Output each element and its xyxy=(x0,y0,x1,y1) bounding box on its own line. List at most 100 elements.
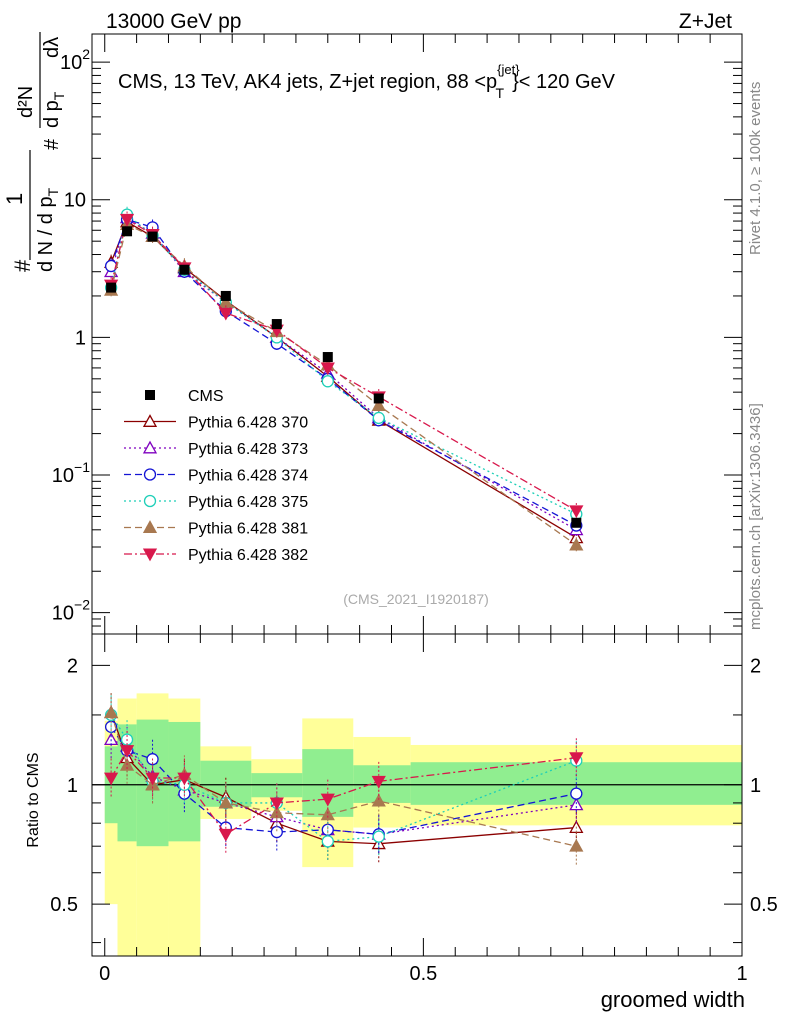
legend-label: Pythia 6.428 373 xyxy=(188,441,308,458)
ylabel-d2n: d²N xyxy=(15,86,37,118)
cms-data-point xyxy=(179,264,190,275)
legend-item: Pythia 6.428 381 xyxy=(124,520,308,538)
ytick-label: 102 xyxy=(60,46,90,74)
series-line xyxy=(110,213,577,515)
ratio-point xyxy=(119,745,135,758)
series-line xyxy=(110,216,577,531)
main-y-label: # 1 d N / d pT # d²N d pT dλ xyxy=(2,32,67,272)
ylabel-den-sub: T xyxy=(45,187,61,196)
ylabel-dpt: d pT xyxy=(41,91,67,128)
ratio-point xyxy=(372,830,385,843)
main-y-ticks: 10−2 10−1 1 10 102 xyxy=(52,46,742,627)
ratio-band-green xyxy=(353,765,411,803)
series-point xyxy=(321,375,334,388)
cms-data-point xyxy=(322,352,333,363)
legend-marker xyxy=(142,440,158,454)
ratio-point xyxy=(104,772,119,786)
ratio-ytick-label: 0.5 xyxy=(50,894,78,916)
ratio-point xyxy=(569,797,584,811)
ratio-bands xyxy=(92,693,742,956)
xtick-label: 0 xyxy=(99,963,110,985)
main-x-ticks xyxy=(104,34,743,634)
ylabel-dlambda: dλ xyxy=(41,37,63,58)
series-point xyxy=(218,307,233,321)
main-panel: 10−2 10−1 1 10 102 (CMS_2021_I1920187) CMS, … xyxy=(2,32,743,635)
legend-label: CMS xyxy=(188,388,224,405)
ylabel-hash: # xyxy=(10,259,35,272)
header-right: Z+Jet xyxy=(679,10,732,33)
series-point xyxy=(371,398,386,411)
legend-marker xyxy=(142,520,158,533)
series-pythia-6.428-370 xyxy=(104,214,584,546)
ratio-point xyxy=(104,705,119,719)
legend-marker xyxy=(142,414,158,427)
series-point xyxy=(104,259,118,273)
main-series-layer xyxy=(104,206,584,553)
ratio-point xyxy=(218,795,233,809)
legend-item: Pythia 6.428 374 xyxy=(124,468,308,485)
cms-data-point xyxy=(106,282,117,293)
ratio-ytick-label-right: 1 xyxy=(750,775,761,797)
legend-item: Pythia 6.428 370 xyxy=(124,414,308,432)
series-point xyxy=(320,362,335,376)
legend-item: Pythia 6.428 375 xyxy=(124,494,308,511)
series-pythia-6.428-375 xyxy=(104,206,583,522)
ratio-series-layer xyxy=(104,693,584,866)
ratio-series-pythia-6.428-382 xyxy=(104,731,584,854)
ratio-point xyxy=(321,835,334,848)
main-data-layer xyxy=(106,226,582,528)
ratio-point xyxy=(569,838,584,852)
ratio-band-green xyxy=(302,749,354,817)
ratio-point xyxy=(270,825,283,839)
legend-label: Pythia 6.428 375 xyxy=(188,494,308,511)
ratio-point xyxy=(145,772,160,786)
cms-data-point xyxy=(571,517,582,528)
ratio-point xyxy=(371,775,386,789)
legend-item: CMS xyxy=(145,388,224,405)
ratio-ytick-label: 2 xyxy=(67,655,78,677)
series-pythia-6.428-381 xyxy=(104,216,584,553)
series-point xyxy=(569,537,584,551)
ylabel-den: d N / d pT xyxy=(35,187,61,272)
ratio-point xyxy=(269,797,284,811)
ratio-ytick-label-right: 2 xyxy=(750,655,761,677)
ytick-label: 10 xyxy=(64,190,86,212)
ratio-point xyxy=(569,752,584,766)
mcplots-label: mcplots.cern.ch [arXiv:1306.3436] xyxy=(747,403,764,630)
ylabel-dpt-text: d p xyxy=(41,100,63,128)
series-point xyxy=(372,411,385,425)
ratio-point xyxy=(177,772,192,786)
chart-title-main: CMS, 13 TeV, AK4 jets, Z+jet region, 88 … xyxy=(118,71,497,93)
series-line xyxy=(110,223,577,546)
legend-label: Pythia 6.428 381 xyxy=(188,521,308,538)
ytick-label: 10−1 xyxy=(52,459,90,487)
chart-title-sup: {jet} xyxy=(497,62,520,77)
cms-data-point xyxy=(147,231,158,242)
chart-title-tail: }< 120 GeV xyxy=(512,71,616,93)
legend-label: Pythia 6.428 374 xyxy=(188,468,308,485)
cms-data-point xyxy=(122,226,133,237)
legend-label: Pythia 6.428 370 xyxy=(188,415,308,432)
legend: CMS Pythia 6.428 370 Pythia 6.428 373 Pythi… xyxy=(124,388,308,564)
ratio-point xyxy=(371,793,386,807)
xtick-label: 0.5 xyxy=(409,963,437,985)
cms-data-point xyxy=(271,319,282,330)
ratio-y-ticks: 0.5 0.5 1 1 2 2 xyxy=(50,655,778,944)
legend-marker xyxy=(143,468,157,481)
header-left: 13000 GeV pp xyxy=(106,10,241,33)
ratio-point xyxy=(570,787,583,800)
ratio-point xyxy=(218,828,233,842)
ytick-label: 1 xyxy=(75,327,86,349)
legend-marker xyxy=(143,494,157,508)
ylabel-den-text: d N / d p xyxy=(35,196,57,272)
x-axis-label: groomed width xyxy=(601,987,745,1012)
ratio-frame xyxy=(91,633,743,957)
legend-item: Pythia 6.428 382 xyxy=(124,547,308,564)
series-point xyxy=(119,213,135,227)
ratio-panel: 0.5 0.5 1 1 2 2 0 0.5 1 Ratio to CMS groomed wi… xyxy=(25,633,778,1012)
series-pythia-6.428-382 xyxy=(104,211,584,519)
chart-title-sub: T xyxy=(496,85,505,101)
legend-marker xyxy=(145,390,155,400)
main-frame xyxy=(91,33,743,635)
